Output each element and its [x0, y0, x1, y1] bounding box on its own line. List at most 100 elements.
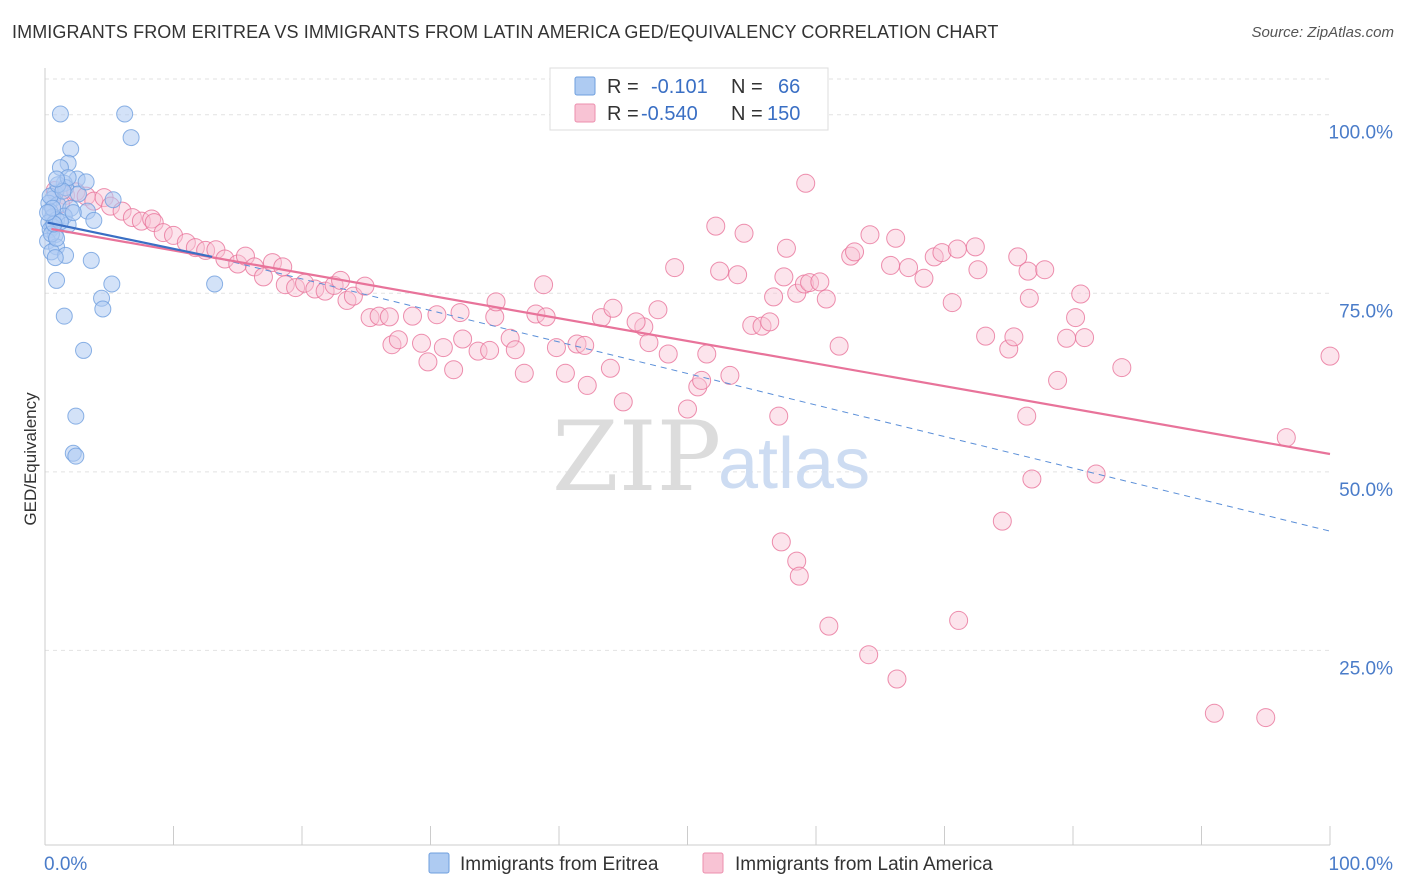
- legend-r-value-eritrea: -0.101: [651, 76, 708, 98]
- point-latin-america: [678, 399, 697, 419]
- point-eritrea: [51, 105, 69, 123]
- point-latin-america: [379, 307, 399, 327]
- point-latin-america: [1204, 703, 1224, 723]
- legend-n-value-latin-america: 150: [767, 103, 800, 125]
- point-eritrea: [39, 204, 57, 222]
- point-eritrea: [103, 275, 121, 293]
- point-latin-america: [796, 173, 816, 193]
- watermark-zip: ZIP: [552, 401, 721, 513]
- legend-r-value-latin-america: -0.540: [641, 103, 698, 125]
- point-latin-america: [899, 258, 919, 278]
- point-latin-america: [769, 406, 789, 426]
- point-eritrea: [85, 211, 103, 229]
- x-tick-label: 100.0%: [1329, 854, 1394, 875]
- point-eritrea: [46, 249, 64, 267]
- point-latin-america: [369, 306, 389, 326]
- series-legend-label-eritrea: Immigrants from Eritrea: [460, 854, 659, 875]
- point-latin-america: [1018, 261, 1038, 281]
- point-eritrea: [82, 251, 100, 269]
- point-latin-america: [577, 375, 597, 395]
- point-latin-america: [859, 645, 879, 665]
- y-tick-label: 25.0%: [1339, 658, 1393, 679]
- point-latin-america: [600, 358, 620, 378]
- point-latin-america: [626, 312, 646, 332]
- point-eritrea: [48, 170, 66, 188]
- point-latin-america: [658, 344, 678, 364]
- point-latin-america: [253, 267, 273, 287]
- point-latin-america: [789, 566, 809, 586]
- point-latin-america: [427, 305, 447, 325]
- point-latin-america: [720, 365, 740, 385]
- point-latin-america: [555, 363, 575, 383]
- point-latin-america: [1276, 428, 1296, 448]
- point-eritrea: [206, 275, 224, 293]
- point-latin-america: [1320, 346, 1340, 366]
- point-latin-america: [1075, 328, 1095, 348]
- point-latin-america: [1071, 284, 1091, 304]
- point-latin-america: [816, 289, 836, 309]
- point-eritrea: [116, 105, 134, 123]
- point-latin-america: [942, 293, 962, 313]
- point-latin-america: [965, 237, 985, 257]
- point-latin-america: [932, 243, 952, 263]
- point-latin-america: [992, 511, 1012, 531]
- point-latin-america: [444, 360, 464, 380]
- point-latin-america: [450, 303, 470, 323]
- point-eritrea: [94, 300, 112, 318]
- point-latin-america: [575, 335, 595, 355]
- stats-legend: R = -0.101 N = 66 R = -0.540 N = 150: [549, 67, 829, 131]
- y-tick-label: 50.0%: [1339, 480, 1393, 501]
- point-latin-america: [505, 340, 525, 360]
- y-tick-labels: 100.0% 75.0% 50.0% 25.0%: [1329, 123, 1394, 680]
- legend-swatch-latin-america: [574, 103, 596, 123]
- point-latin-america: [665, 258, 685, 278]
- point-eritrea: [67, 447, 85, 465]
- point-eritrea: [64, 204, 82, 222]
- x-tick-labels: 0.0% 100.0%: [44, 854, 1393, 875]
- point-latin-america: [810, 272, 830, 292]
- point-latin-america: [648, 300, 668, 320]
- point-latin-america: [315, 281, 335, 301]
- point-latin-america: [734, 223, 754, 243]
- point-eritrea: [48, 271, 66, 289]
- legend-n-label: N =: [731, 103, 763, 125]
- point-latin-america: [949, 610, 969, 630]
- point-latin-america: [1086, 464, 1106, 484]
- point-eritrea: [62, 140, 80, 158]
- point-latin-america: [1017, 406, 1037, 426]
- point-latin-america: [819, 616, 839, 636]
- legend-box: [549, 67, 829, 131]
- trend-line-latin-america: [51, 227, 1331, 456]
- point-latin-america: [887, 669, 907, 689]
- point-latin-america: [742, 315, 762, 335]
- point-latin-america: [546, 338, 566, 358]
- y-tick-label: 75.0%: [1339, 301, 1393, 322]
- point-latin-america: [1256, 708, 1276, 728]
- point-latin-america: [1019, 288, 1039, 308]
- point-latin-america: [706, 216, 726, 236]
- watermark: ZIP atlas: [552, 401, 870, 513]
- trend-lines: [47, 221, 1331, 532]
- point-latin-america: [1048, 370, 1068, 390]
- trend-line-eritrea-extension: [211, 256, 1331, 532]
- point-latin-america: [480, 340, 500, 360]
- series-legend-swatch-latin-america: [702, 852, 724, 874]
- data-points: [39, 105, 1340, 728]
- point-latin-america: [412, 333, 432, 353]
- x-tick-label: 0.0%: [44, 854, 87, 875]
- point-latin-america: [829, 336, 849, 356]
- point-eritrea: [77, 173, 95, 191]
- point-latin-america: [534, 275, 554, 295]
- point-eritrea: [48, 229, 66, 247]
- y-tick-label: 100.0%: [1329, 123, 1394, 144]
- point-latin-america: [1057, 328, 1077, 348]
- series-legend-swatch-eritrea: [428, 852, 450, 874]
- point-latin-america: [324, 275, 344, 295]
- point-latin-america: [845, 242, 865, 262]
- point-latin-america: [697, 344, 717, 364]
- legend-swatch-eritrea: [574, 76, 596, 96]
- point-latin-america: [403, 306, 423, 326]
- series-legend: Immigrants from Eritrea Immigrants from …: [428, 852, 993, 875]
- point-latin-america: [500, 328, 520, 348]
